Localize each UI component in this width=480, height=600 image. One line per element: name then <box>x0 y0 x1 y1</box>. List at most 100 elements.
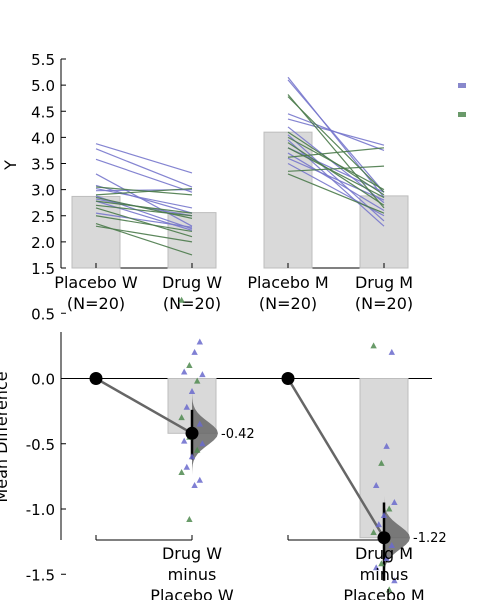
top-x-tick-label: (N=20) <box>259 294 317 313</box>
bottom-y-tick-label: -1.5 <box>26 566 55 584</box>
top-y-tick-label: 5.0 <box>31 77 55 95</box>
paired-line <box>95 196 193 219</box>
difference-point <box>183 463 190 470</box>
raw-data-panel: 1.5 2.0 2.5 3.0 3.5 4.0 4.5 5.0 5.5 Placebo W (N=2… <box>31 51 413 313</box>
paired-line <box>287 139 385 227</box>
paired-line <box>287 142 385 206</box>
top-x-tick-label: Drug M <box>355 273 413 292</box>
bottom-x-tick-label: minus <box>360 565 409 584</box>
paired-line <box>287 118 385 146</box>
paired-line <box>287 157 385 201</box>
paired-line <box>95 207 193 238</box>
paired-line <box>95 200 193 214</box>
difference-point <box>191 482 198 489</box>
top-y-tick-label: 4.0 <box>31 129 55 147</box>
difference-point <box>380 512 388 519</box>
difference-point <box>391 498 398 505</box>
bottom-x-tick-label: minus <box>168 565 217 584</box>
paired-line <box>287 79 385 193</box>
difference-point <box>388 542 395 549</box>
top-x-tick-label: Placebo W <box>54 273 138 292</box>
difference-point <box>370 342 377 349</box>
bootstrap-distribution <box>192 391 218 476</box>
top-y-tick-label: 3.0 <box>31 182 55 200</box>
difference-point <box>386 505 393 512</box>
top-y-tick-label: 1.5 <box>31 260 55 278</box>
difference-point <box>194 377 201 384</box>
difference-point <box>196 476 203 483</box>
top-y-tick-label: 5.5 <box>31 51 55 69</box>
top-y-tick-label: 4.5 <box>31 103 55 121</box>
difference-point <box>178 414 185 421</box>
paired-line <box>287 165 385 172</box>
difference-point <box>178 296 185 303</box>
top-y-tick-label: 2.5 <box>31 208 55 226</box>
bottom-x-tick-label: Placebo M <box>343 586 424 600</box>
paired-line <box>95 173 193 227</box>
difference-point <box>388 348 395 355</box>
bottom-y-tick-label: -1.0 <box>26 501 55 519</box>
legend-swatch-blue <box>458 83 466 88</box>
bar <box>167 212 217 269</box>
difference-point <box>370 528 377 535</box>
difference-point <box>199 371 206 378</box>
bottom-y-axis-label: Mean Difference <box>0 371 11 502</box>
top-x-tick-label: (N=20) <box>355 294 413 313</box>
bottom-x-tick-label: Placebo W <box>150 586 234 600</box>
bar <box>263 131 313 269</box>
paired-line <box>95 212 193 228</box>
difference-point <box>186 361 193 368</box>
mean-difference-label: -0.42 <box>221 427 255 442</box>
legend-swatch-green <box>458 112 466 117</box>
paired-line <box>287 173 385 214</box>
difference-point <box>186 515 193 522</box>
difference-point <box>181 368 188 375</box>
paired-line <box>287 147 385 158</box>
bottom-x-tick-label: Drug W <box>162 544 222 563</box>
difference-point <box>178 468 185 475</box>
top-x-tick-label: Placebo M <box>247 273 328 292</box>
paired-line <box>287 136 385 191</box>
difference-point <box>188 453 196 460</box>
difference-point <box>183 403 190 410</box>
difference-point <box>191 348 198 355</box>
paired-line <box>95 143 193 174</box>
paired-line <box>95 204 193 217</box>
bootstrap-distribution <box>384 495 410 580</box>
bottom-y-tick-label: 0.0 <box>31 371 55 389</box>
mean-difference-label: -1.22 <box>413 531 447 546</box>
paired-line <box>287 152 385 212</box>
paired-line <box>287 96 385 193</box>
paired-line <box>95 187 193 196</box>
difference-point <box>181 437 188 444</box>
paired-line <box>95 148 193 188</box>
difference-point <box>375 521 382 528</box>
difference-point <box>391 577 398 584</box>
reference-point <box>281 372 295 385</box>
difference-point <box>196 338 203 345</box>
top-y-axis-label: Y <box>1 160 20 171</box>
paired-line <box>287 126 385 204</box>
top-y-tick-label: 3.5 <box>31 156 55 174</box>
difference-point <box>188 388 196 395</box>
paired-line <box>95 158 193 193</box>
difference-point <box>378 459 385 466</box>
difference-point <box>383 555 390 562</box>
difference-point <box>373 482 380 489</box>
mean-difference-point <box>185 426 199 440</box>
mean-connector <box>95 377 193 435</box>
bottom-y-tick-label: -0.5 <box>26 436 55 454</box>
paired-line <box>95 187 193 209</box>
legend <box>458 83 466 117</box>
paired-line <box>287 76 385 198</box>
top-x-tick-label: Drug W <box>162 273 222 292</box>
paired-line <box>95 200 193 231</box>
top-x-tick-label: (N=20) <box>163 294 221 313</box>
difference-point <box>383 442 390 449</box>
bottom-x-tick-label: Drug M <box>355 544 413 563</box>
mean-connector <box>286 377 386 539</box>
difference-point <box>199 440 206 447</box>
bottom-y-tick-label: 0.5 <box>31 305 55 323</box>
